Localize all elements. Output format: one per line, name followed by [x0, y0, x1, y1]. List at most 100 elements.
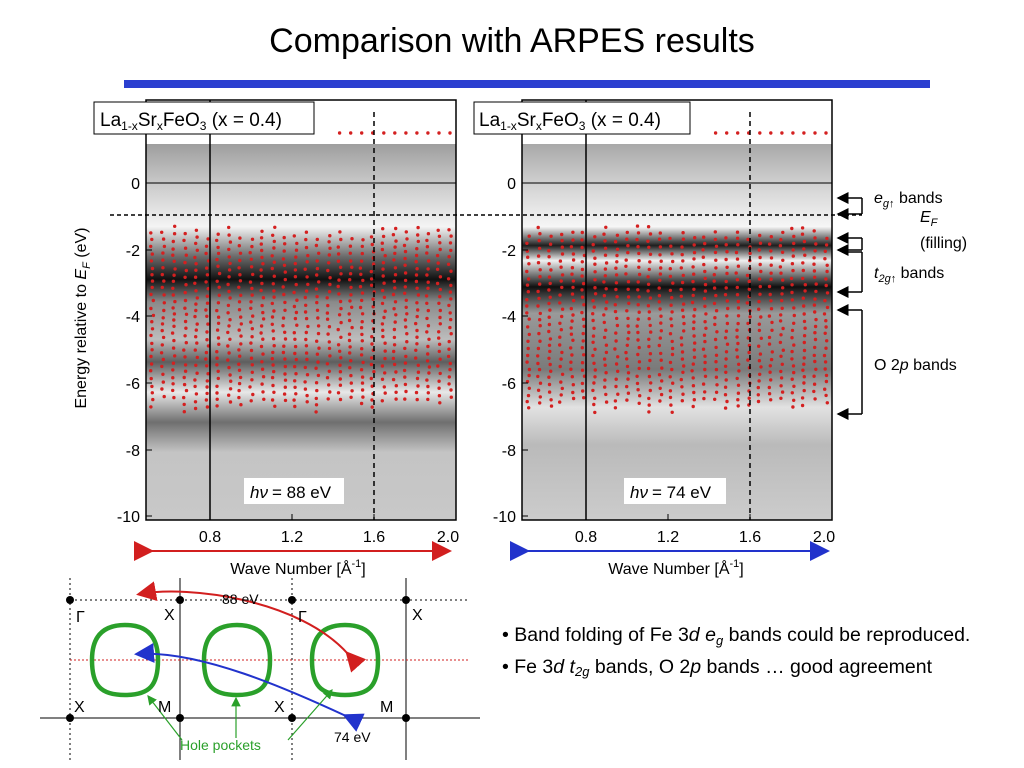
- bullet-item: • Fe 3d t2g bands, O 2p bands … good agr…: [502, 656, 933, 679]
- band-dot: [182, 410, 186, 414]
- band-dot: [646, 289, 650, 293]
- band-dot: [249, 265, 254, 269]
- band-dot: [825, 263, 829, 267]
- band-dot: [259, 331, 263, 335]
- band-dot: [570, 353, 574, 357]
- band-dot: [713, 337, 718, 342]
- band-dot: [162, 293, 166, 297]
- band-dot: [724, 357, 728, 361]
- band-dot: [657, 300, 661, 304]
- band-dot: [160, 272, 164, 277]
- band-dot: [635, 237, 639, 242]
- band-dot: [658, 231, 662, 235]
- band-dot: [347, 318, 352, 323]
- band-dot: [336, 327, 340, 332]
- band-dot: [337, 292, 341, 296]
- band-dot: [779, 238, 783, 242]
- band-dot: [228, 318, 232, 322]
- band-dot: [215, 350, 219, 354]
- band-dot: [778, 340, 783, 345]
- band-dot: [414, 273, 419, 277]
- band-dot: [171, 382, 175, 386]
- band-dot: [305, 400, 309, 404]
- band-dot: [260, 255, 264, 260]
- band-dot: [438, 357, 442, 361]
- band-dot: [404, 298, 408, 302]
- band-dot: [537, 238, 541, 243]
- band-dot: [723, 364, 728, 368]
- band-dot: [571, 238, 575, 242]
- x-tick-label: 2.0: [813, 529, 835, 546]
- band-dot: [162, 301, 166, 305]
- band-dot: [547, 315, 551, 319]
- band-dot: [615, 253, 619, 258]
- band-dot: [204, 308, 208, 312]
- band-dot: [603, 274, 607, 278]
- band-dot: [746, 358, 750, 362]
- band-dot: [581, 331, 585, 336]
- band-dot: [326, 303, 330, 308]
- band-dot: [692, 272, 696, 276]
- band-dot: [537, 331, 541, 336]
- band-dot: [792, 384, 796, 388]
- band-dot: [205, 385, 209, 389]
- band-dot: [825, 339, 829, 343]
- band-dot: [272, 260, 276, 264]
- band-dot: [304, 303, 308, 307]
- band-dot: [392, 335, 397, 340]
- band-dot: [714, 345, 718, 350]
- band-dot: [183, 355, 187, 359]
- band-dot: [250, 378, 254, 382]
- band-dot: [360, 375, 365, 379]
- band-dot: [537, 367, 542, 372]
- band-dot: [369, 376, 373, 381]
- band-dot: [193, 384, 197, 389]
- band-dot: [637, 345, 641, 350]
- band-dots-88ev: [149, 131, 453, 414]
- band-dot: [438, 322, 442, 326]
- band-dot: [559, 393, 563, 397]
- band-dot: [547, 322, 552, 327]
- band-dot: [237, 381, 242, 386]
- filling-label: (filling): [920, 235, 967, 252]
- band-dot: [161, 258, 165, 262]
- band-dot: [627, 330, 631, 335]
- band-dot: [812, 256, 816, 260]
- band-dot: [571, 298, 576, 303]
- band-dot: [625, 384, 629, 389]
- band-dot: [317, 280, 321, 284]
- band-dot: [616, 355, 620, 359]
- x-point-label: X: [412, 607, 423, 624]
- band-dot: [757, 328, 762, 333]
- band-dot: [780, 390, 785, 394]
- band-dot: [361, 278, 365, 283]
- band-dot: [737, 369, 741, 373]
- band-dot: [183, 334, 187, 338]
- band-dot: [347, 312, 351, 316]
- band-dot: [670, 252, 674, 256]
- band-dot: [205, 338, 209, 342]
- band-dot: [393, 286, 397, 290]
- band-dot: [559, 279, 563, 283]
- band-dot: [161, 335, 166, 340]
- band-dot: [182, 382, 187, 387]
- band-dot: [813, 337, 818, 342]
- band-dot: [149, 231, 153, 235]
- band-dot: [627, 301, 631, 305]
- band-dot: [405, 237, 409, 241]
- band-dot: [824, 325, 828, 329]
- band-dot: [260, 229, 264, 233]
- y-tick-label: -8: [502, 443, 516, 460]
- band-dot: [560, 285, 564, 290]
- band-dot: [602, 232, 606, 236]
- band-dot: [250, 286, 254, 291]
- band-dot: [723, 293, 728, 297]
- band-dot: [149, 369, 153, 373]
- band-dot: [370, 342, 374, 346]
- band-dot: [315, 339, 319, 343]
- band-dot: [436, 364, 440, 368]
- band-dot: [603, 246, 608, 250]
- ef-label: EF: [920, 209, 939, 229]
- band-dot: [316, 331, 321, 336]
- band-dot: [790, 357, 794, 361]
